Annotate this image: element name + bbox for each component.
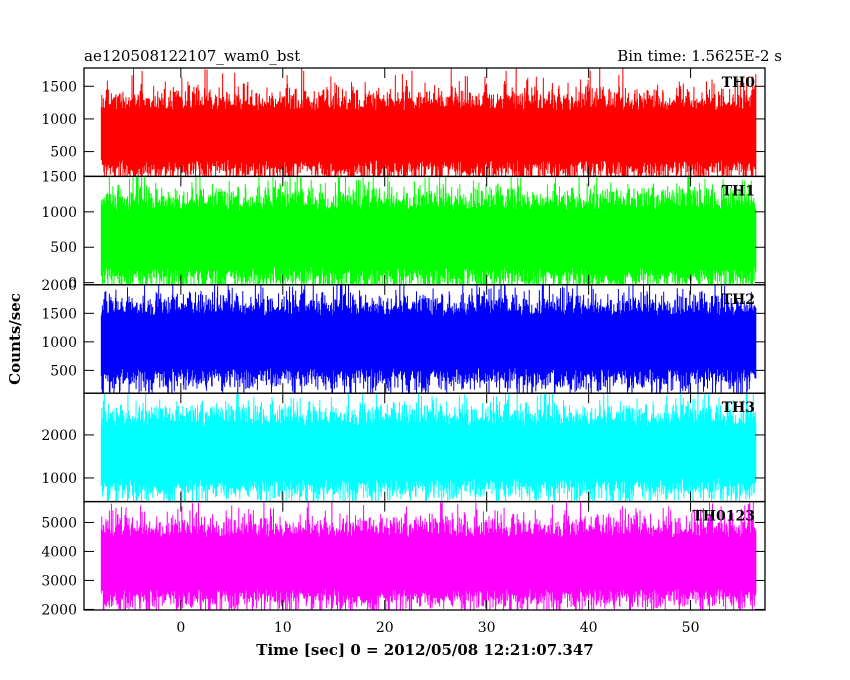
- y-tick-label-th1: 0: [68, 276, 77, 292]
- y-tick-label-th1: 500: [50, 240, 77, 256]
- panel-th1: 0 500 1000 1500 TH1: [41, 169, 766, 292]
- x-tick-label: 0: [176, 620, 185, 636]
- y-tick-label-th0: 1000: [41, 112, 77, 128]
- series-core-th0123: [101, 539, 756, 587]
- y-tick-label-th2: 1500: [41, 306, 77, 322]
- y-tick-label-th3: 1000: [41, 471, 77, 487]
- title-left: ae120508122107_wam0_bst: [84, 47, 300, 65]
- y-tick-label-th2: 2000: [41, 278, 77, 294]
- y-tick-label-th0123: 3000: [41, 573, 77, 589]
- y-tick-label-th1: 1500: [41, 169, 77, 185]
- title-right: Bin time: 1.5625E-2 s: [617, 47, 782, 65]
- y-tick-label-th0: 1500: [41, 79, 77, 95]
- x-tick-label: 30: [478, 620, 496, 636]
- panel-label-th2: TH2: [722, 292, 755, 308]
- series-core-th0: [101, 112, 756, 159]
- y-axis-label: Counts/sec: [6, 293, 24, 385]
- x-axis-label: Time [sec] 0 = 2012/05/08 12:21:07.347: [256, 641, 593, 659]
- y-tick-label-th1: 1000: [41, 205, 77, 221]
- y-tick-label-th0123: 4000: [41, 544, 77, 560]
- y-tick-label-th2: 1000: [41, 335, 77, 351]
- y-tick-label-th2: 500: [50, 363, 77, 379]
- series-core-th3: [101, 428, 756, 477]
- panel-th0123: 2000 3000 4000 5000 TH0123: [41, 500, 766, 618]
- panel-th0: 500 1000 1500 TH0: [41, 67, 766, 178]
- y-tick-label-th0123: 5000: [41, 515, 77, 531]
- panel-label-th3: TH3: [722, 400, 755, 416]
- panel-th3: 1000 2000 TH3: [41, 392, 766, 503]
- y-tick-label-th3: 2000: [41, 428, 77, 444]
- y-tick-label-th0: 500: [50, 145, 77, 161]
- x-tick-label: 10: [274, 620, 292, 636]
- y-tick-label-th0123: 2000: [41, 602, 77, 618]
- series-core-th1: [101, 212, 756, 265]
- panel-label-th0: TH0: [722, 75, 756, 91]
- panel-label-th1: TH1: [722, 183, 755, 199]
- panel-th2: 500 1000 1500 2000 TH2: [41, 278, 766, 394]
- panel-label-th0123: TH0123: [692, 509, 755, 525]
- x-tick-label: 20: [376, 620, 394, 636]
- x-tick-label: 40: [580, 620, 598, 636]
- panel-frame-th0123: [83, 500, 766, 611]
- x-tick-label: 50: [682, 620, 700, 636]
- series-core-th2: [101, 317, 756, 366]
